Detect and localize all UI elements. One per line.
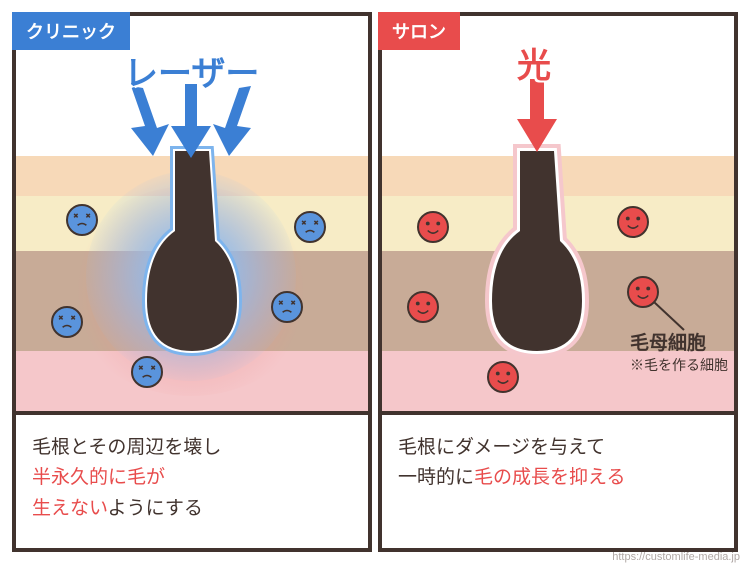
cell-annotation: 毛母細胞 ※毛を作る細胞 xyxy=(630,328,728,375)
salon-line2a: 一時的に xyxy=(398,467,474,488)
clinic-panel: クリニック レーザー xyxy=(12,12,372,552)
clinic-text: 毛根とその周辺を壊し 半永久的に毛が生えないようにする xyxy=(16,411,368,548)
clinic-tail: ようにする xyxy=(108,498,203,519)
follicle-right xyxy=(462,121,612,401)
infographic-container: クリニック レーザー xyxy=(0,0,750,565)
dead-cell xyxy=(294,211,326,243)
dead-cell xyxy=(66,204,98,236)
clinic-tag: クリニック xyxy=(12,12,130,50)
salon-tag: サロン xyxy=(378,12,460,50)
live-cell xyxy=(417,211,449,243)
dead-cell xyxy=(51,306,83,338)
salon-desc-line2: 一時的に毛の成長を抑える xyxy=(398,463,718,493)
dead-cell xyxy=(131,356,163,388)
live-cell xyxy=(487,361,519,393)
salon-diagram: 光 毛母細胞 ※毛を作る細胞 xyxy=(382,16,734,411)
clinic-diagram: レーザー xyxy=(16,16,368,411)
salon-text: 毛根にダメージを与えて 一時的に毛の成長を抑える xyxy=(382,411,734,548)
live-cell xyxy=(407,291,439,323)
watermark: https://customlife-media.jp xyxy=(612,551,740,563)
dead-cell xyxy=(271,291,303,323)
salon-highlight: 毛の成長を抑える xyxy=(474,467,625,488)
annotation-title: 毛母細胞 xyxy=(630,328,728,355)
live-cell xyxy=(617,206,649,238)
laser-label: レーザー xyxy=(124,46,259,95)
annotation-sub: ※毛を作る細胞 xyxy=(630,355,728,375)
salon-desc-line1: 毛根にダメージを与えて xyxy=(398,433,718,463)
clinic-desc-line1: 毛根とその周辺を壊し xyxy=(32,433,352,463)
salon-panel: サロン 光 毛 xyxy=(378,12,738,552)
clinic-desc-line2: 半永久的に毛が生えないようにする xyxy=(32,463,352,524)
light-label: 光 xyxy=(517,38,551,87)
